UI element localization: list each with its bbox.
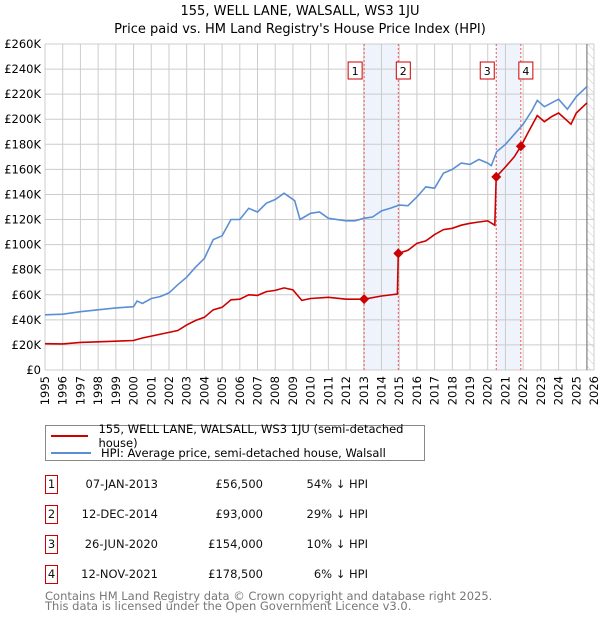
x-tick-label: 2006 xyxy=(233,376,247,405)
sale-price: £178,500 xyxy=(208,567,263,581)
sale-number-badge: 4 xyxy=(45,565,58,584)
chart-subtitle: Price paid vs. HM Land Registry's House … xyxy=(114,22,486,37)
y-tick-label: £260K xyxy=(4,37,41,51)
x-tick-label: 2022 xyxy=(516,376,530,405)
x-tick-label: 2008 xyxy=(268,376,282,405)
price-chart: 155, WELL LANE, WALSALL, WS3 1JU Price p… xyxy=(4,4,600,405)
sale-date: 26-JUN-2020 xyxy=(84,537,158,551)
legend-item-property: 155, WELL LANE, WALSALL, WS3 1JU (semi-d… xyxy=(51,422,424,450)
sale-date: 07-JAN-2013 xyxy=(85,477,159,491)
x-tick-label: 2001 xyxy=(144,376,158,405)
y-tick-label: £60K xyxy=(12,288,42,302)
sale-hpi-diff: 54% ↓ HPI xyxy=(306,477,368,491)
footer-copyright: Contains HM Land Registry data © Crown c… xyxy=(45,589,493,603)
sale-label-number: 1 xyxy=(352,65,359,78)
y-tick-label: £20K xyxy=(12,338,42,352)
x-tick-label: 2021 xyxy=(498,376,512,405)
x-tick-label: 2025 xyxy=(569,376,583,405)
table-row: 1 07-JAN-2013 £56,500 54% ↓ HPI xyxy=(45,475,385,495)
x-tick-label: 2023 xyxy=(534,376,548,405)
table-row: 2 12-DEC-2014 £93,000 29% ↓ HPI xyxy=(45,505,385,525)
x-tick-label: 2014 xyxy=(374,376,388,405)
x-tick-label: 1996 xyxy=(56,376,70,405)
sale-date: 12-DEC-2014 xyxy=(81,507,158,521)
future-hatch xyxy=(586,44,594,370)
legend-item-hpi: HPI: Average price, semi-detached house,… xyxy=(51,444,386,461)
footer-licence: This data is licensed under the Open Gov… xyxy=(45,599,412,613)
legend-label: 155, WELL LANE, WALSALL, WS3 1JU (semi-d… xyxy=(98,421,404,450)
x-tick-label: 2013 xyxy=(357,376,371,405)
x-tick-label: 2002 xyxy=(162,376,176,405)
x-tick-label: 1999 xyxy=(109,376,123,405)
sale-price: £93,000 xyxy=(215,507,263,521)
x-tick-label: 1995 xyxy=(38,376,52,405)
sale-label-number: 2 xyxy=(400,65,407,78)
y-tick-label: £120K xyxy=(4,213,41,227)
sale-number-badge: 3 xyxy=(45,535,58,554)
hpi-line xyxy=(44,86,588,316)
table-row: 3 26-JUN-2020 £154,000 10% ↓ HPI xyxy=(45,535,385,555)
x-tick-label: 2011 xyxy=(321,376,335,405)
sale-point xyxy=(491,171,502,182)
y-tick-label: £160K xyxy=(4,162,41,176)
sale-number-badge: 1 xyxy=(45,475,58,494)
x-tick-label: 2017 xyxy=(428,376,442,405)
legend-swatch-red xyxy=(51,434,89,437)
sale-label-number: 3 xyxy=(484,65,491,78)
legend-label: HPI: Average price, semi-detached house,… xyxy=(101,445,386,460)
x-tick-label: 1997 xyxy=(73,376,87,405)
x-tick-label: 2024 xyxy=(552,376,566,405)
sale-date: 12-NOV-2021 xyxy=(81,567,158,581)
table-row: 4 12-NOV-2021 £178,500 6% ↓ HPI xyxy=(45,565,385,585)
sale-label-box xyxy=(479,61,495,80)
x-tick-label: 2004 xyxy=(197,376,211,405)
sale-point xyxy=(515,141,526,152)
y-tick-label: £0 xyxy=(26,363,41,377)
sale-label-number: 4 xyxy=(522,65,529,78)
sale-price: £154,000 xyxy=(208,537,263,551)
x-tick-label: 1998 xyxy=(91,376,105,405)
sale-hpi-diff: 6% ↓ HPI xyxy=(313,567,368,581)
x-tick-label: 2000 xyxy=(127,376,141,405)
x-tick-label: 2018 xyxy=(445,376,459,405)
chart-title: 155, WELL LANE, WALSALL, WS3 1JU xyxy=(181,4,420,19)
x-tick-label: 2003 xyxy=(180,376,194,405)
x-tick-label: 2005 xyxy=(215,376,229,405)
x-tick-label: 2016 xyxy=(410,376,424,405)
sale-label-box xyxy=(518,61,534,80)
sale-label-box xyxy=(347,61,363,80)
y-tick-label: £100K xyxy=(4,238,41,252)
y-tick-label: £200K xyxy=(4,112,41,126)
x-tick-label: 2019 xyxy=(463,376,477,405)
y-tick-label: £180K xyxy=(4,137,41,151)
sale-point xyxy=(359,294,370,305)
y-tick-label: £220K xyxy=(4,87,41,101)
x-tick-label: 2007 xyxy=(251,376,265,405)
x-tick-label: 2012 xyxy=(339,376,353,405)
x-tick-label: 2010 xyxy=(304,376,318,405)
x-tick-label: 2020 xyxy=(481,376,495,405)
sale-hpi-diff: 29% ↓ HPI xyxy=(306,507,368,521)
sale-number-badge: 2 xyxy=(45,505,58,524)
y-tick-label: £240K xyxy=(4,62,41,76)
sale-point xyxy=(393,248,404,259)
x-tick-label: 2015 xyxy=(392,376,406,405)
y-tick-label: £140K xyxy=(4,187,41,201)
y-tick-label: £80K xyxy=(12,263,42,277)
x-tick-label: 2026 xyxy=(587,376,600,405)
sale-label-box xyxy=(395,61,411,80)
sale-price: £56,500 xyxy=(215,477,263,491)
sale-period-shading xyxy=(496,44,521,370)
sale-hpi-diff: 10% ↓ HPI xyxy=(306,537,368,551)
y-tick-label: £40K xyxy=(12,313,42,327)
legend-swatch-blue xyxy=(51,451,91,454)
legend: 155, WELL LANE, WALSALL, WS3 1JU (semi-d… xyxy=(45,422,425,461)
price-paid-line xyxy=(44,102,588,345)
x-tick-label: 2009 xyxy=(286,376,300,405)
